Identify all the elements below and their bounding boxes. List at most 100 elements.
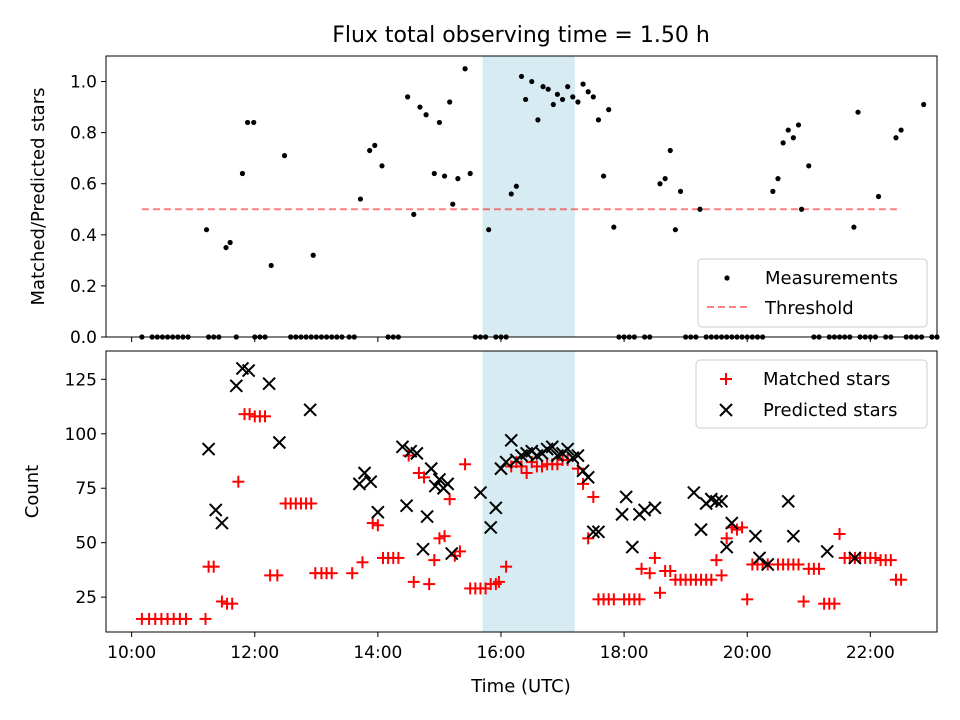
predicted-star-point <box>303 403 317 417</box>
matched-star-point <box>741 593 754 606</box>
predicted-star-point <box>615 507 629 522</box>
x-tick-label: 16:00 <box>476 643 525 663</box>
measurement-point <box>855 109 861 115</box>
measurement-point <box>405 94 411 100</box>
legend-threshold-label: Threshold <box>764 298 854 319</box>
legend-matched-label: Matched stars <box>763 369 890 390</box>
predicted-star-point <box>781 494 795 509</box>
count-x-axis-ticks: 10:00 12:00 14:00 16:00 18:00 20:00 22:00 <box>107 632 895 663</box>
x-tick-label: 10:00 <box>107 643 156 663</box>
measurement-point <box>600 173 607 179</box>
matched-star-point <box>407 575 420 588</box>
matched-star-point <box>305 497 318 510</box>
x-tick-label: 20:00 <box>723 643 772 663</box>
predicted-star-point <box>201 442 216 456</box>
y-tick-label: 125 <box>65 370 97 390</box>
matched-star-point <box>346 567 359 580</box>
x-tick-label: 14:00 <box>353 643 402 663</box>
measurement-point <box>851 224 857 230</box>
matched-star-point <box>453 545 466 558</box>
measurement-point <box>875 193 882 200</box>
measurement-point <box>513 183 519 189</box>
measurement-point <box>554 91 561 97</box>
measurement-point <box>535 117 541 123</box>
y-tick-label: 0.8 <box>70 124 97 144</box>
measurement-point <box>357 196 364 202</box>
count-plot-frame <box>105 350 938 633</box>
predicted-star-point <box>440 477 455 491</box>
legend-measurements-label: Measurements <box>765 268 898 289</box>
count-points <box>135 361 908 625</box>
measurement-point <box>523 96 529 103</box>
matched-star-point <box>736 521 749 534</box>
measurement-point <box>281 153 288 159</box>
matched-star-point <box>215 595 228 608</box>
matched-star-point <box>356 556 369 569</box>
matched-star-point <box>720 532 733 545</box>
matched-star-point <box>664 565 677 578</box>
measurement-point <box>529 78 535 85</box>
measurement-point <box>417 104 423 110</box>
y-tick-label: 100 <box>65 425 97 445</box>
predicted-star-point <box>357 466 372 480</box>
matched-star-point <box>428 554 441 567</box>
predicted-star-point <box>581 470 595 485</box>
matched-star-point <box>259 410 272 423</box>
matched-star-point <box>536 460 549 473</box>
x-tick-label: 18:00 <box>600 643 649 663</box>
measurement-point <box>545 86 551 92</box>
measurement-point <box>770 188 776 194</box>
matched-star-point <box>402 449 415 462</box>
measurement-point <box>431 170 437 177</box>
measurement-point <box>893 135 899 141</box>
matched-star-point <box>366 517 379 530</box>
predicted-star-point <box>714 494 729 509</box>
matched-star-point <box>243 408 256 421</box>
matched-star-point <box>520 466 533 479</box>
measurement-point <box>662 176 668 182</box>
measurement-point <box>462 66 468 72</box>
observing-window-shade <box>482 351 575 632</box>
y-tick-label: 1.0 <box>70 73 97 93</box>
matched-star-point <box>648 551 661 564</box>
measurement-point <box>447 99 453 105</box>
measurement-point <box>672 227 678 233</box>
measurement-point <box>611 224 617 230</box>
y-tick-label: 0.4 <box>70 226 97 246</box>
ratio-y-axis-label: Matched/Predicted stars <box>28 88 49 306</box>
matched-star-point <box>633 593 646 606</box>
matched-star-point <box>500 560 513 573</box>
measurement-point <box>570 94 576 100</box>
predicted-star-point <box>272 435 287 450</box>
measurement-point <box>467 170 473 177</box>
measurement-point <box>657 181 663 187</box>
measurement-point <box>580 81 586 87</box>
matched-star-point <box>705 573 718 586</box>
predicted-star-point <box>752 551 767 565</box>
measurement-point <box>203 227 210 233</box>
predicted-star-point <box>432 472 447 487</box>
measurement-point <box>423 112 429 118</box>
matched-star-point <box>895 573 908 586</box>
matched-star-point <box>869 551 882 564</box>
y-tick-label: 75 <box>75 479 97 499</box>
measurement-point <box>268 262 274 269</box>
measurement-point <box>244 119 251 126</box>
predicted-star-point <box>709 494 724 509</box>
matched-star-point <box>199 612 212 625</box>
ratio-y-axis-ticks: 0.0 0.2 0.4 0.6 0.8 1.0 <box>70 73 106 348</box>
predicted-star-point <box>586 525 601 539</box>
matched-star-point <box>392 551 405 564</box>
matched-star-point <box>492 575 505 588</box>
y-tick-label: 0.6 <box>70 175 97 195</box>
matched-star-point <box>828 597 841 610</box>
predicted-star-point <box>363 474 378 489</box>
matched-star-point <box>715 569 728 582</box>
predicted-star-point <box>761 557 775 572</box>
matched-star-point <box>884 554 897 567</box>
measurement-point <box>508 191 514 197</box>
matched-star-point <box>226 597 239 610</box>
predicted-star-point <box>209 503 223 517</box>
measurement-point <box>239 170 246 177</box>
